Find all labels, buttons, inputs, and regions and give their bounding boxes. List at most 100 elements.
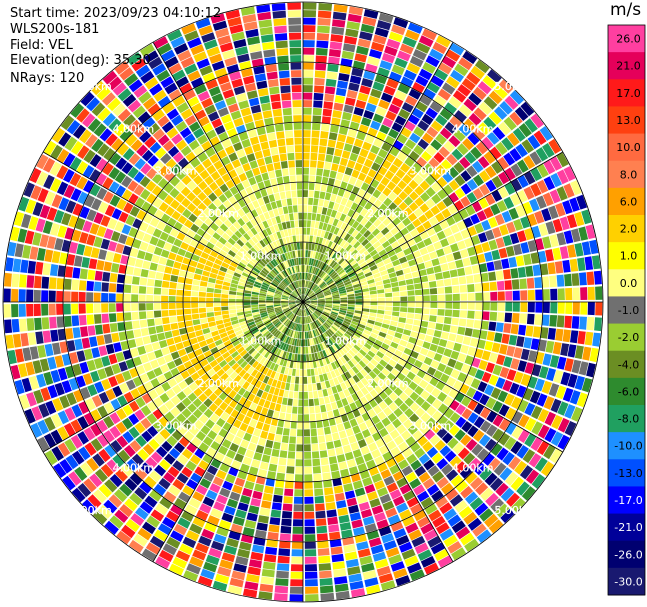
ppi-gate [332, 110, 342, 119]
ppi-gate [413, 174, 424, 185]
ppi-gate [256, 522, 268, 531]
ppi-gate [161, 295, 169, 302]
ppi-gate [191, 313, 200, 320]
ppi-gate [326, 278, 333, 285]
ppi-gate [496, 354, 506, 366]
ppi-gate [167, 378, 178, 388]
ppi-gate [93, 357, 104, 369]
ppi-gate [22, 347, 32, 362]
colorbar-swatch [608, 432, 645, 460]
ppi-gate [251, 297, 259, 300]
ppi-gate [122, 417, 134, 430]
ppi-gate [287, 10, 301, 18]
ppi-gate [314, 329, 318, 337]
ppi-gate [98, 201, 109, 214]
ppi-gate [253, 316, 261, 321]
ppi-gate [201, 140, 212, 151]
ppi-gate [114, 61, 130, 75]
ppi-gate [321, 284, 328, 290]
ppi-gate [213, 298, 221, 302]
ppi-gate [488, 321, 497, 331]
ppi-gate [337, 367, 344, 375]
ppi-gate [214, 100, 227, 111]
ppi-gate [342, 262, 349, 269]
ppi-gate [449, 42, 465, 56]
azimuth-spoke [302, 301, 564, 453]
ppi-gate [414, 465, 427, 477]
ppi-gate [584, 331, 594, 346]
ppi-gate [501, 258, 510, 269]
ppi-gate [291, 228, 296, 236]
ppi-gate [82, 165, 95, 179]
ppi-gate [508, 334, 518, 346]
ppi-gate [38, 403, 50, 418]
ppi-gate [314, 310, 321, 316]
ppi-gate [408, 336, 417, 344]
ppi-gate [237, 548, 250, 559]
ppi-gate [277, 223, 284, 231]
ppi-gate [196, 243, 206, 251]
ppi-gate [350, 473, 361, 483]
ppi-gate [434, 68, 449, 81]
ppi-gate [353, 265, 361, 272]
ppi-gate [177, 215, 188, 225]
ppi-gate [505, 245, 515, 257]
ppi-gate [135, 507, 149, 520]
ppi-gate [452, 251, 462, 261]
ppi-gate [471, 201, 483, 213]
ppi-gate [259, 271, 267, 278]
ppi-gate [245, 344, 253, 352]
ppi-gate [303, 47, 315, 55]
ppi-gate [311, 322, 315, 330]
ppi-gate [251, 340, 259, 347]
ppi-gate [103, 333, 113, 344]
ppi-gate [387, 329, 396, 337]
ppi-gate [450, 369, 460, 379]
ppi-gate [326, 185, 334, 194]
ppi-gate [484, 193, 496, 206]
ppi-gate [353, 355, 361, 363]
ppi-gate [504, 280, 512, 290]
ppi-gate [152, 197, 163, 208]
ppi-gate [288, 299, 296, 302]
ppi-gate [186, 202, 197, 213]
ppi-gate [449, 494, 464, 507]
ppi-gate [96, 434, 109, 448]
ppi-gate [311, 213, 317, 221]
ppi-gate [286, 466, 295, 474]
ppi-gate [50, 222, 60, 236]
ppi-gate [509, 382, 520, 395]
ppi-gate [303, 160, 310, 168]
ppi-gate [484, 251, 493, 262]
ppi-gate [474, 502, 489, 516]
ppi-gate [284, 319, 290, 326]
ppi-gate [332, 305, 340, 308]
ppi-gate [141, 548, 157, 562]
ppi-gate [482, 302, 490, 311]
ppi-gate [318, 555, 331, 564]
ppi-gate [209, 53, 223, 64]
ppi-gate [352, 366, 360, 374]
ppi-gate [304, 324, 307, 332]
ppi-gate [556, 232, 567, 246]
ppi-gate [36, 154, 49, 170]
ppi-gate [124, 498, 138, 512]
ppi-gate [336, 500, 347, 509]
ppi-gate [442, 384, 452, 395]
ppi-gate [394, 349, 403, 358]
ppi-gate [544, 411, 556, 426]
ppi-gate [334, 416, 343, 425]
ppi-gate [184, 284, 192, 291]
ppi-gate [78, 401, 90, 415]
ppi-gate [327, 338, 334, 346]
ppi-gate [478, 359, 488, 371]
ppi-gate [353, 286, 361, 291]
ppi-gate [403, 247, 412, 256]
ppi-gate [510, 476, 524, 491]
ppi-gate [294, 137, 302, 145]
ppi-gate [251, 328, 259, 335]
ppi-gate [242, 179, 251, 189]
ppi-gate [94, 324, 103, 335]
ppi-gate [331, 470, 341, 479]
